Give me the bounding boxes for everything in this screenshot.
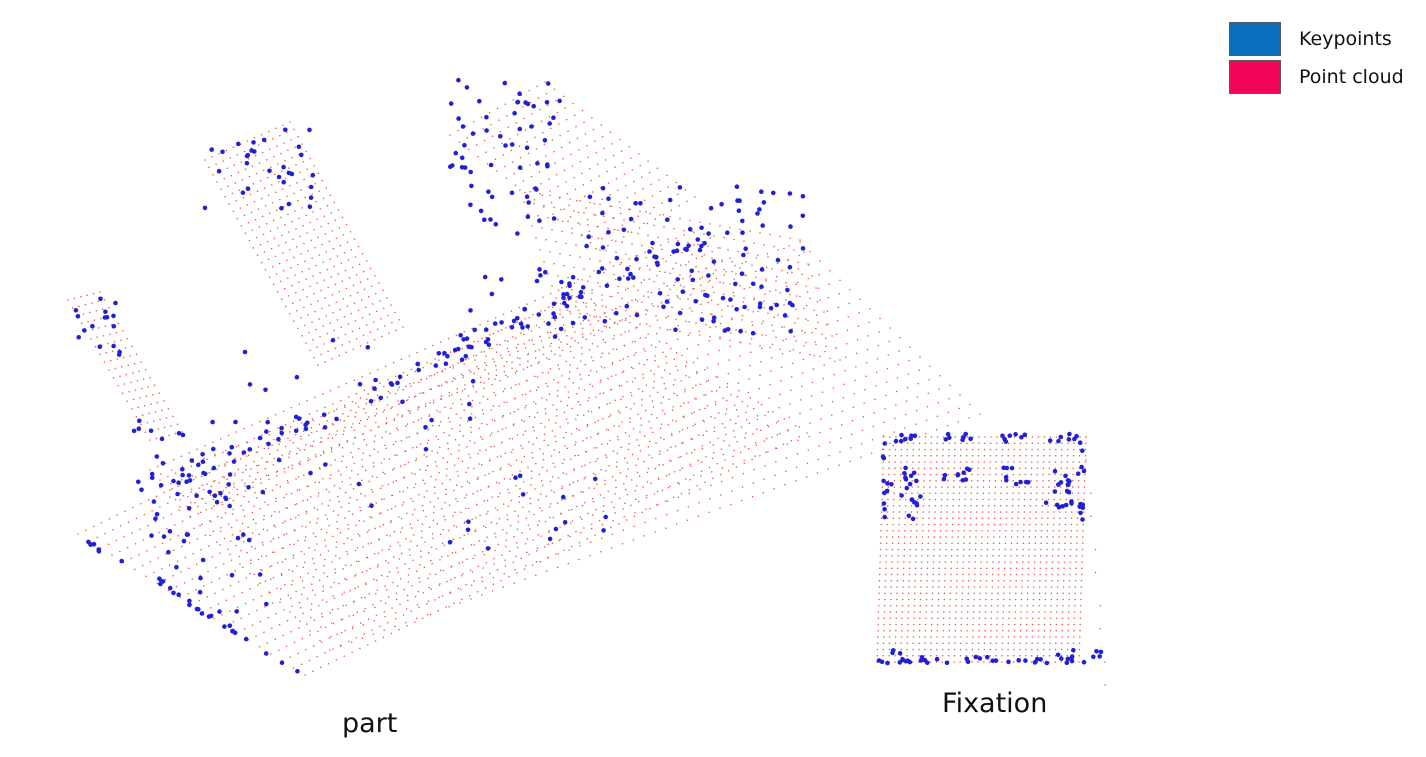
legend: Keypoints Point cloud xyxy=(1229,20,1404,96)
point-cloud-swatch xyxy=(1229,60,1281,94)
legend-label-point-cloud: Point cloud xyxy=(1299,66,1404,88)
legend-item-keypoints: Keypoints xyxy=(1229,20,1404,58)
part-keypoints xyxy=(74,78,806,674)
legend-label-keypoints: Keypoints xyxy=(1299,28,1392,50)
keypoints-swatch xyxy=(1229,22,1281,56)
point-cloud-scene xyxy=(0,0,1426,757)
legend-item-point-cloud: Point cloud xyxy=(1229,58,1404,96)
fixation-caption: Fixation xyxy=(942,688,1047,719)
part-point-cloud xyxy=(67,81,981,676)
fixation-keypoints xyxy=(877,432,1103,666)
part-caption: part xyxy=(342,708,397,739)
